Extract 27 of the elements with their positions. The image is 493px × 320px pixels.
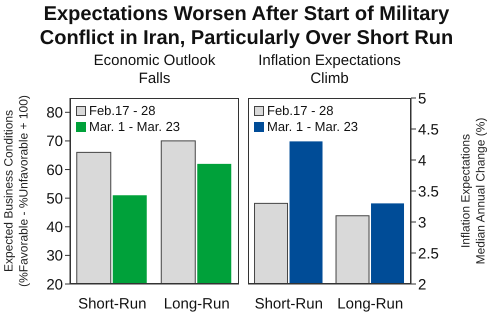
y2-tick-label: 3: [418, 214, 426, 232]
y-tick-label: 20: [46, 276, 63, 294]
y-tick-label: 70: [46, 133, 63, 150]
legend-label: Feb.17 - 28: [267, 103, 334, 119]
y-axis-title: Expected Business Conditions (%Favorable - %Unfavorable + 100): [2, 95, 30, 287]
y2-tick-label: 4.5: [418, 121, 439, 138]
y2-axis-title: Inflation Expectations Median Annual Change (%): [458, 118, 488, 264]
chart-subtitle: Economic Outlook Falls: [92, 52, 216, 87]
x-tick-label: Short-Run: [78, 296, 146, 313]
legend-label: Mar. 1 - Mar. 23: [267, 119, 358, 135]
y2-tick-label: 3.5: [418, 183, 439, 200]
y-tick-label: 30: [46, 248, 63, 265]
y-tick-label: 60: [46, 162, 63, 179]
y-tick-label: 80: [46, 104, 63, 122]
legend-label: Feb.17 - 28: [89, 103, 156, 119]
y2-tick-label: 5: [418, 90, 426, 108]
y-tick-label: 40: [46, 219, 63, 236]
x-tick-label: Long-Run: [164, 296, 230, 313]
x-tick-label: Short-Run: [254, 296, 323, 313]
chart-subtitle: Inflation Expectations Climb: [257, 52, 402, 87]
y2-tick-label: 4: [418, 152, 426, 170]
x-tick-label: Long-Run: [337, 296, 404, 313]
chart-title: Expectations Worsen After Start of Military Conflict in Iran, Particularly Over Short Run: [38, 2, 454, 50]
y2-tick-label: 2.5: [418, 245, 439, 262]
y2-tick-label: 2: [418, 276, 426, 294]
y-tick-label: 50: [46, 190, 63, 208]
legend-label: Mar. 1 - Mar. 23: [89, 119, 180, 135]
